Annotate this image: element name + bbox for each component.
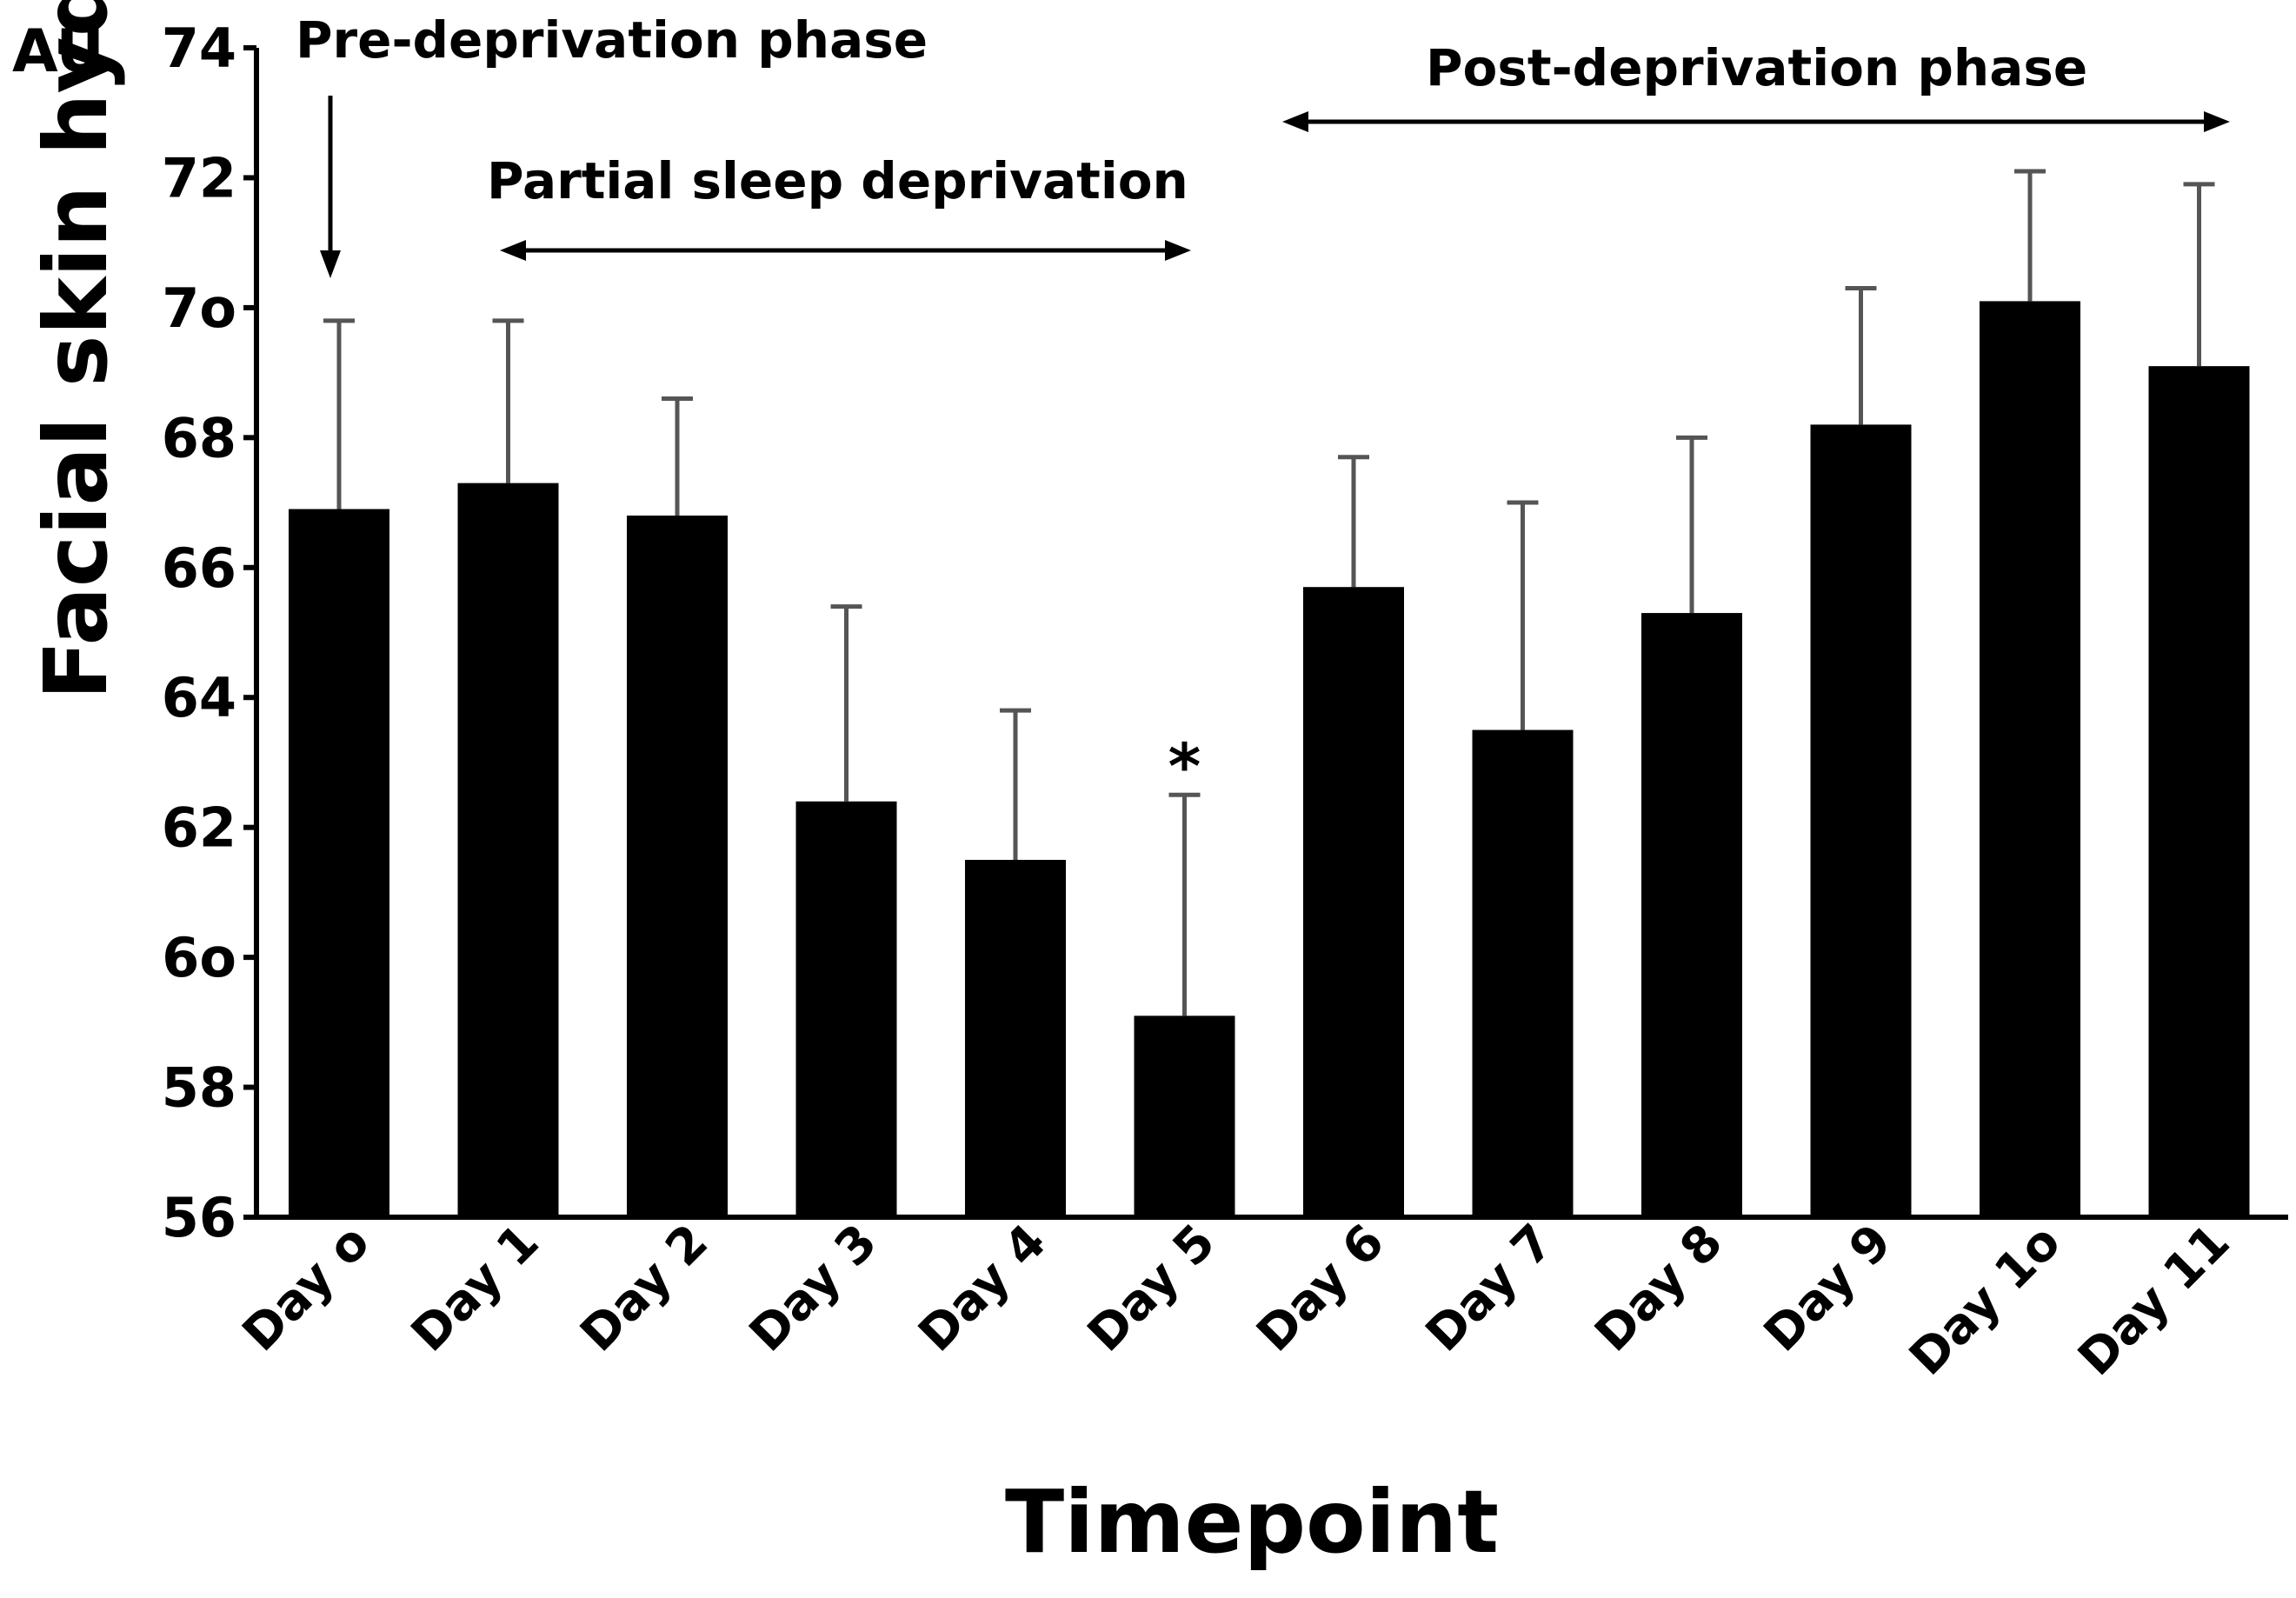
x-tick-label: Day 7	[1415, 1214, 1564, 1362]
y-tick-label: 64	[162, 666, 236, 729]
y-axis-title: Facial skin hydration	[25, 0, 127, 700]
x-tick-label: Day 11	[2067, 1214, 2240, 1387]
bar	[795, 801, 897, 1217]
y-tick-label: 66	[162, 536, 236, 600]
y-tick-label: 74	[162, 17, 236, 80]
y-tick-label: 58	[162, 1056, 236, 1120]
bar	[1980, 301, 2080, 1218]
x-tick-label: Day 6	[1246, 1214, 1394, 1362]
y-axis-unit: AU	[12, 17, 104, 86]
bars	[289, 301, 2250, 1218]
pre-deprivation-label: Pre-deprivation phase	[296, 10, 928, 70]
significance-asterisk: *	[1168, 729, 1201, 802]
bar	[1134, 1015, 1235, 1217]
x-tick-label: Day o	[232, 1214, 381, 1362]
partial-arrowhead-right	[1165, 240, 1191, 261]
x-tick-label: Day 4	[908, 1214, 1056, 1362]
x-axis-title: Timepoint	[1005, 1471, 1499, 1573]
y-ticks: 56 58 6o 62 64 66 68 7o 72 74	[162, 17, 256, 1249]
bar	[1472, 729, 1574, 1217]
error-bars	[323, 169, 2215, 1016]
y-tick-label: 68	[162, 406, 236, 469]
bar	[457, 483, 559, 1217]
post-arrowhead-left	[1282, 111, 1308, 132]
significance-marks: *	[1168, 729, 1201, 802]
y-tick-label: 62	[162, 796, 236, 860]
x-tick-label: Day 3	[739, 1214, 888, 1362]
post-arrowhead-right	[2204, 111, 2230, 132]
bar	[1810, 424, 1912, 1217]
x-tick-label: Day 8	[1584, 1214, 1733, 1362]
pre-deprivation-arrowhead	[320, 250, 341, 278]
partial-deprivation-label: Partial sleep deprivation	[487, 151, 1188, 210]
axes	[254, 48, 2288, 1220]
x-tick-label: Day 1o	[1899, 1214, 2072, 1387]
bar	[2148, 366, 2250, 1217]
bar	[627, 516, 728, 1217]
bar	[289, 509, 389, 1217]
x-ticks: Day o Day 1 Day 2 Day 3 Day 4 Day 5 Day 6 Day 7…	[232, 1214, 2241, 1387]
post-deprivation-label: Post-deprivation phase	[1426, 38, 2087, 97]
y-tick-label: 7o	[162, 276, 236, 340]
y-tick-label: 6o	[162, 926, 236, 989]
y-tick-label: 56	[162, 1186, 236, 1249]
x-tick-label: Day 5	[1077, 1214, 1226, 1362]
bar	[1303, 587, 1404, 1217]
y-tick-label: 72	[162, 146, 236, 210]
x-tick-label: Day 1	[401, 1214, 549, 1362]
bar	[965, 860, 1066, 1217]
x-tick-label: Day 9	[1754, 1214, 1902, 1362]
x-tick-label: Day 2	[569, 1214, 718, 1362]
bar	[1641, 613, 1742, 1217]
partial-arrowhead-left	[500, 240, 526, 261]
